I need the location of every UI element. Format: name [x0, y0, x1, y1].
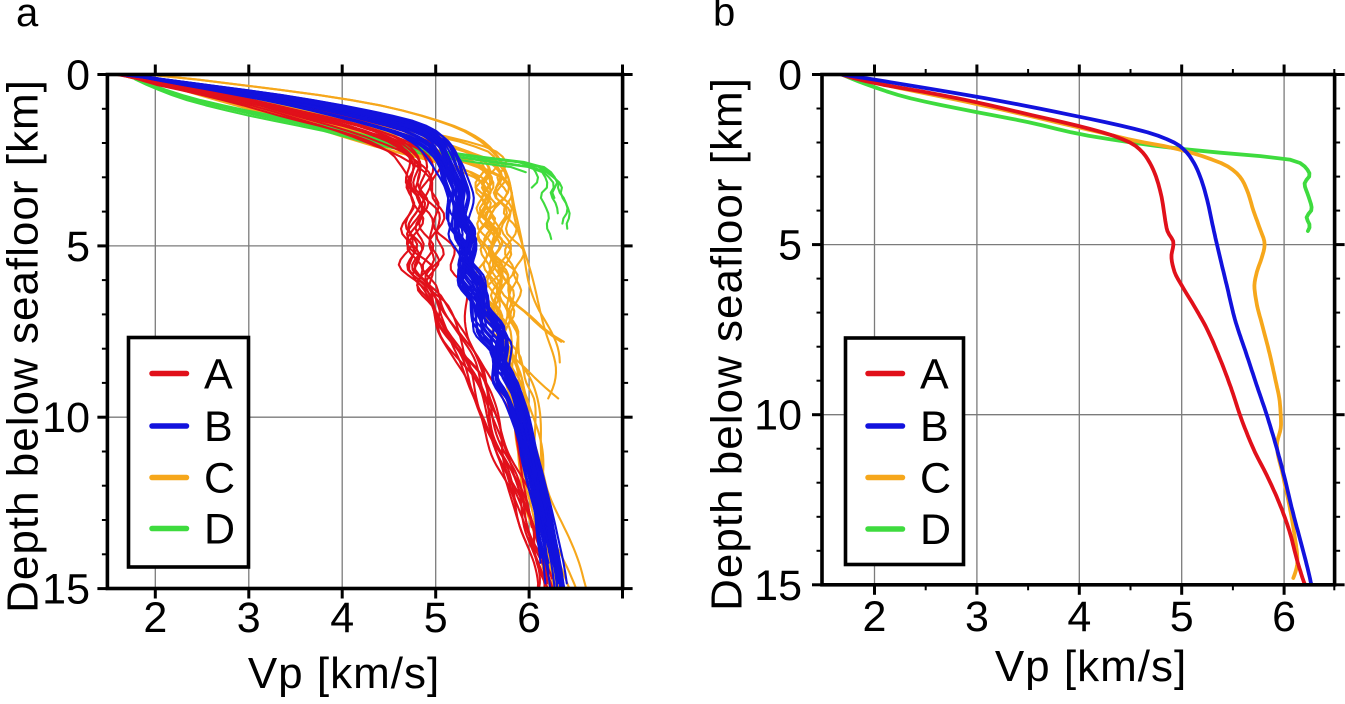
- svg-text:a: a: [16, 0, 39, 35]
- svg-text:Vp [km/s]: Vp [km/s]: [995, 642, 1187, 691]
- svg-text:A: A: [920, 351, 949, 399]
- svg-text:6: 6: [517, 594, 541, 642]
- svg-text:B: B: [920, 403, 949, 451]
- svg-text:2: 2: [143, 594, 167, 642]
- svg-text:Depth below seafloor [km]: Depth below seafloor [km]: [0, 79, 48, 613]
- svg-text:Depth below seafloor [km]: Depth below seafloor [km]: [703, 77, 752, 611]
- svg-text:B: B: [204, 403, 233, 451]
- svg-text:15: 15: [42, 566, 90, 614]
- svg-text:A: A: [204, 351, 233, 399]
- svg-text:0: 0: [66, 52, 90, 100]
- svg-text:5: 5: [66, 223, 90, 271]
- svg-text:3: 3: [237, 594, 261, 642]
- svg-text:5: 5: [424, 594, 448, 642]
- svg-text:4: 4: [1067, 593, 1091, 641]
- svg-text:D: D: [204, 506, 235, 554]
- svg-text:10: 10: [754, 392, 802, 440]
- svg-text:5: 5: [778, 222, 802, 270]
- svg-text:3: 3: [965, 593, 989, 641]
- svg-text:10: 10: [42, 394, 90, 442]
- svg-text:0: 0: [778, 52, 802, 100]
- svg-text:6: 6: [1272, 593, 1296, 641]
- svg-text:b: b: [713, 0, 735, 35]
- svg-text:Vp [km/s]: Vp [km/s]: [248, 649, 440, 698]
- svg-text:5: 5: [1170, 593, 1194, 641]
- svg-text:4: 4: [330, 594, 354, 642]
- svg-text:D: D: [920, 506, 951, 554]
- svg-text:C: C: [920, 455, 951, 503]
- svg-text:2: 2: [863, 593, 887, 641]
- svg-text:15: 15: [754, 562, 802, 610]
- svg-text:C: C: [204, 455, 235, 503]
